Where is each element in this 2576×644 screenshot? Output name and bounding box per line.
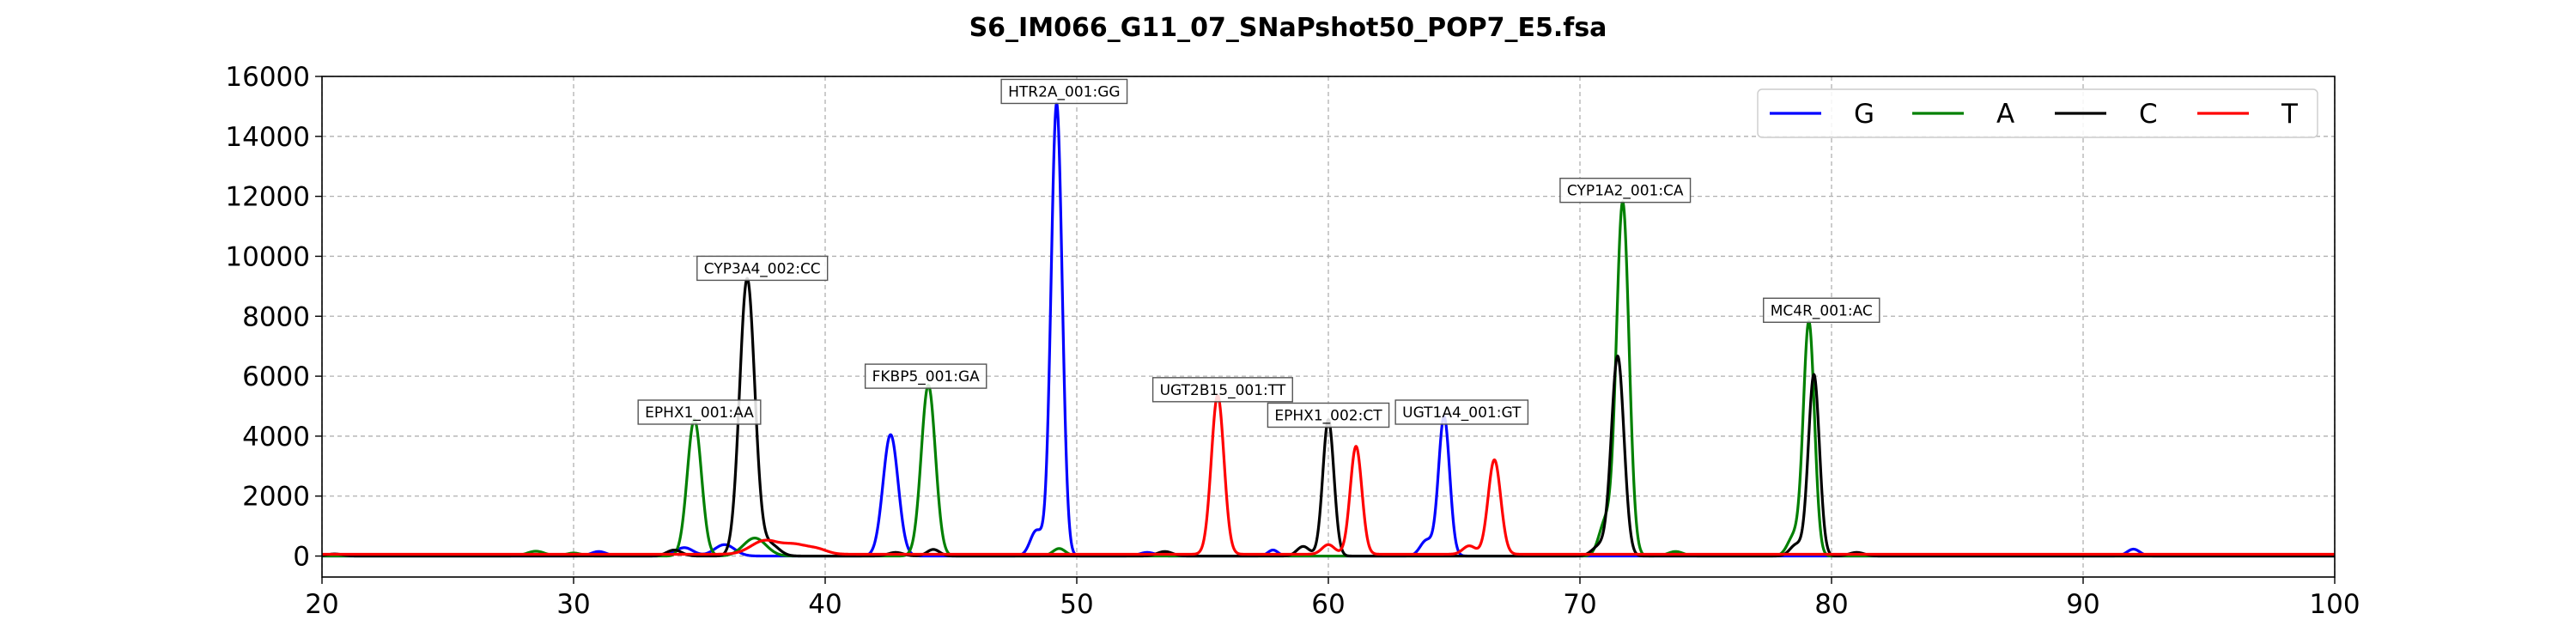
annotation-box	[696, 255, 829, 282]
annotation-box	[1000, 78, 1128, 105]
annotation-label: UGT1A4_001:GT	[1402, 404, 1522, 422]
y-tick-label: 16000	[225, 62, 310, 93]
x-tick-label: 90	[2066, 589, 2099, 620]
annotation-label: MC4R_001:AC	[1771, 302, 1873, 319]
annotations: EPHX1_001:AA CYP3A4_002:CC FKBP5_001:GA HTR…	[637, 78, 1880, 428]
annotation-label: HTR2A_001:GG	[1008, 83, 1120, 100]
axis-ticks: 20 30 40 50 60 70 80 90 100 0 2000 4000 6000 8000 1000…	[225, 62, 2360, 620]
x-tick-label: 40	[808, 589, 841, 620]
legend-item-T: T	[2197, 99, 2299, 130]
x-tick-label: 100	[2309, 589, 2360, 620]
x-tick-label: 60	[1311, 589, 1345, 620]
y-tick-label: 2000	[242, 482, 310, 513]
chart-title: S6_IM066_G11_07_SNaPshot50_POP7_E5.fsa	[969, 13, 1607, 43]
legend-label: A	[1996, 99, 2014, 130]
x-tick-label: 30	[556, 589, 590, 620]
peak-annotation: CYP1A2_001:CA	[1559, 177, 1692, 204]
peak-annotation: EPHX1_001:AA	[637, 399, 762, 425]
series-line-T	[322, 393, 2335, 556]
y-tick-label: 4000	[242, 422, 310, 453]
x-tick-label: 80	[1814, 589, 1848, 620]
annotation-label: CYP3A4_002:CC	[704, 260, 821, 277]
y-tick-label: 8000	[242, 301, 310, 332]
legend-label: G	[1854, 99, 1874, 130]
legend-item-A: A	[1912, 99, 2014, 130]
y-tick-label: 10000	[225, 241, 310, 272]
annotation-box	[1151, 377, 1293, 403]
annotation-box	[637, 399, 762, 425]
y-tick-label: 12000	[225, 182, 310, 213]
annotation-box	[864, 363, 987, 389]
peak-annotation: FKBP5_001:GA	[864, 363, 987, 389]
annotation-box	[1559, 177, 1692, 204]
annotation-box	[1394, 399, 1529, 425]
legend-label: C	[2139, 99, 2158, 130]
peak-annotation: CYP3A4_002:CC	[696, 255, 829, 282]
peak-annotation: HTR2A_001:GG	[1000, 78, 1128, 105]
annotation-label: FKBP5_001:GA	[872, 368, 981, 386]
peak-annotation: EPHX1_002:CT	[1267, 402, 1390, 428]
y-tick-label: 0	[293, 542, 310, 573]
y-tick-label: 14000	[225, 122, 310, 153]
x-tick-label: 70	[1563, 589, 1596, 620]
y-tick-label: 6000	[242, 361, 310, 392]
peak-annotation: MC4R_001:AC	[1763, 297, 1880, 323]
annotation-box	[1267, 402, 1390, 428]
x-tick-label: 50	[1060, 589, 1093, 620]
peak-annotation: UGT1A4_001:GT	[1394, 399, 1529, 425]
annotation-box	[1763, 297, 1880, 323]
legend-item-C: C	[2055, 99, 2158, 130]
legend-label: T	[2281, 99, 2299, 130]
plot-frame	[321, 76, 2336, 578]
annotation-label: EPHX1_002:CT	[1274, 407, 1382, 424]
annotation-label: EPHX1_001:AA	[645, 404, 754, 422]
x-tick-label: 20	[305, 589, 338, 620]
legend-box	[1757, 88, 2318, 138]
legend-item-G: G	[1770, 99, 1874, 130]
annotation-label: CYP1A2_001:CA	[1567, 183, 1684, 200]
gridlines	[321, 76, 2336, 577]
annotation-label: UGT2B15_001:TT	[1160, 382, 1286, 399]
peak-annotation: UGT2B15_001:TT	[1151, 377, 1293, 403]
